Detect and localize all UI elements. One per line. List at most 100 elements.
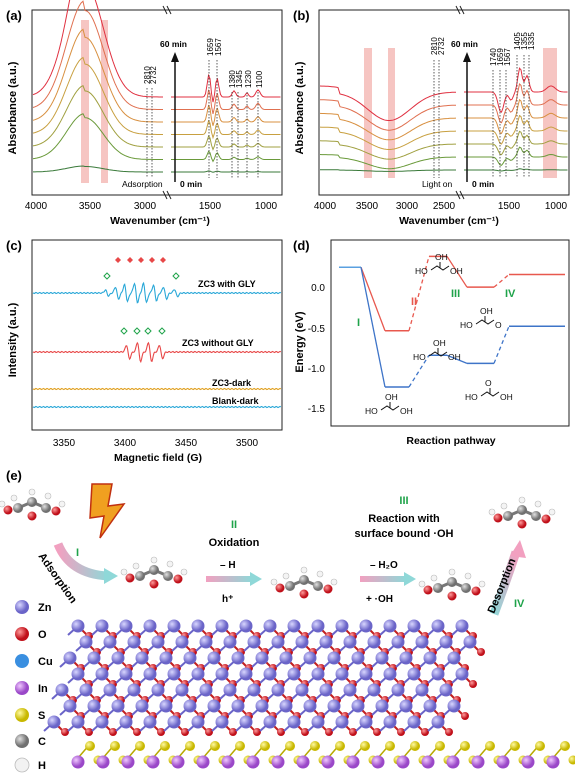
reaction-arrow [360,576,406,582]
zn-atom [423,699,437,713]
xticks-c: 3350 3400 3450 3500 [53,438,259,449]
plus-hole: h⁺ [222,594,233,605]
h-atom [534,500,542,508]
legend-h-icon [14,757,30,773]
o-atom [461,712,469,720]
light-bolt-icon [89,483,126,539]
oxidation-text: Oxidation [209,537,260,549]
svg-text:O: O [485,378,492,388]
peak-b-1355: 1355 [520,32,529,50]
zn-atom [63,651,77,665]
yticks-d: 0.0 -0.5 -1.0 -1.5 [308,283,326,415]
h-atom [166,560,174,568]
o-atom [277,728,285,736]
in-atom [271,755,285,769]
reaction-arrowhead [404,572,416,586]
zn-atom [151,683,165,697]
zn-atom [223,683,237,697]
spectrum-a-4 [32,28,281,126]
zn-atom [207,699,221,713]
connector-1-1 [408,354,430,388]
zn-atom [119,619,133,633]
zn-atom [407,715,421,729]
step-e-2: II [231,519,237,531]
zn-atom [271,635,285,649]
element-legend: Zn O Cu In S C H [14,600,53,773]
substrate-layer [71,741,575,769]
peak-a-1230: 1230 [244,70,253,88]
zn-atom [159,651,173,665]
s-atom [135,741,145,751]
spectrum-b-1 [319,146,568,170]
c-atom [503,511,513,521]
h-atom [28,488,36,496]
time-bottom-a: 0 min [180,179,202,189]
s-atom [560,741,570,751]
zn-atom [199,683,213,697]
h-atom [330,578,338,586]
panel-c-xlabel: Magnetic field (G) [114,452,202,464]
h-atom [58,500,66,508]
trace-label-blank-dark: Blank-dark [212,396,260,406]
peak-b-1659: 1659 [496,48,505,66]
zn-atom [303,699,317,713]
zn-atom [311,715,325,729]
plus-oh: + ·OH [366,594,393,605]
marker-green-without-2 [144,327,152,335]
c-atom [447,577,457,587]
h-atom [418,580,426,588]
spectrum-a-2 [32,85,281,151]
zn-atom [175,635,189,649]
in-atom [96,755,110,769]
panel-c: (c) Intensity (a.u.) ZC3 with GLY ZC3 wi… [6,238,283,464]
panel-a-xlabel: Wavenumber (cm⁻¹) [110,215,210,227]
zn-atom [367,635,381,649]
zn-atom [383,619,397,633]
peak-guides-a [146,60,259,178]
connector-0-0 [360,266,386,331]
condition-a: Adsorption [122,179,163,189]
epr-traces [32,257,282,409]
legend-c: C [38,736,46,748]
in-atom [321,755,335,769]
trace-zc3-dark [32,387,282,391]
s-atom [235,741,245,751]
zn-atom [247,635,261,649]
zn-atom [375,699,389,713]
desorption-arrow [489,550,521,616]
s-atom [460,741,470,751]
zn-atom [287,667,301,681]
glycerol-molecules [0,488,556,601]
connector-1-0 [360,267,386,388]
svg-text:1000: 1000 [255,201,278,212]
c-atom [313,581,323,591]
zn-atom [391,635,405,649]
zn-atom [63,699,77,713]
zn-atom [263,619,277,633]
in-atom [421,755,435,769]
time-top-b: 60 min [451,39,478,49]
zn-atom [383,667,397,681]
zn-atom [167,715,181,729]
zn-atom [319,635,333,649]
zn-atom [383,715,397,729]
h-atom [488,508,496,516]
c-atom [41,503,51,513]
o-atom [299,589,309,599]
panel-a-label: (a) [6,8,22,23]
o-atom [109,728,117,736]
svg-text:3500: 3500 [79,201,102,212]
zn-atom [95,619,109,633]
spectra-b [319,67,568,172]
svg-text:O: O [495,320,502,330]
o-atom [229,728,237,736]
s-atom [335,741,345,751]
peak-b-1335: 1335 [527,32,536,50]
zn-atom [239,715,253,729]
zn-atom [95,715,109,729]
step-label-d-1: I [357,317,360,329]
o-atom [253,728,261,736]
zn-atom [295,683,309,697]
zn-atom [407,619,421,633]
zn-atom [351,699,365,713]
